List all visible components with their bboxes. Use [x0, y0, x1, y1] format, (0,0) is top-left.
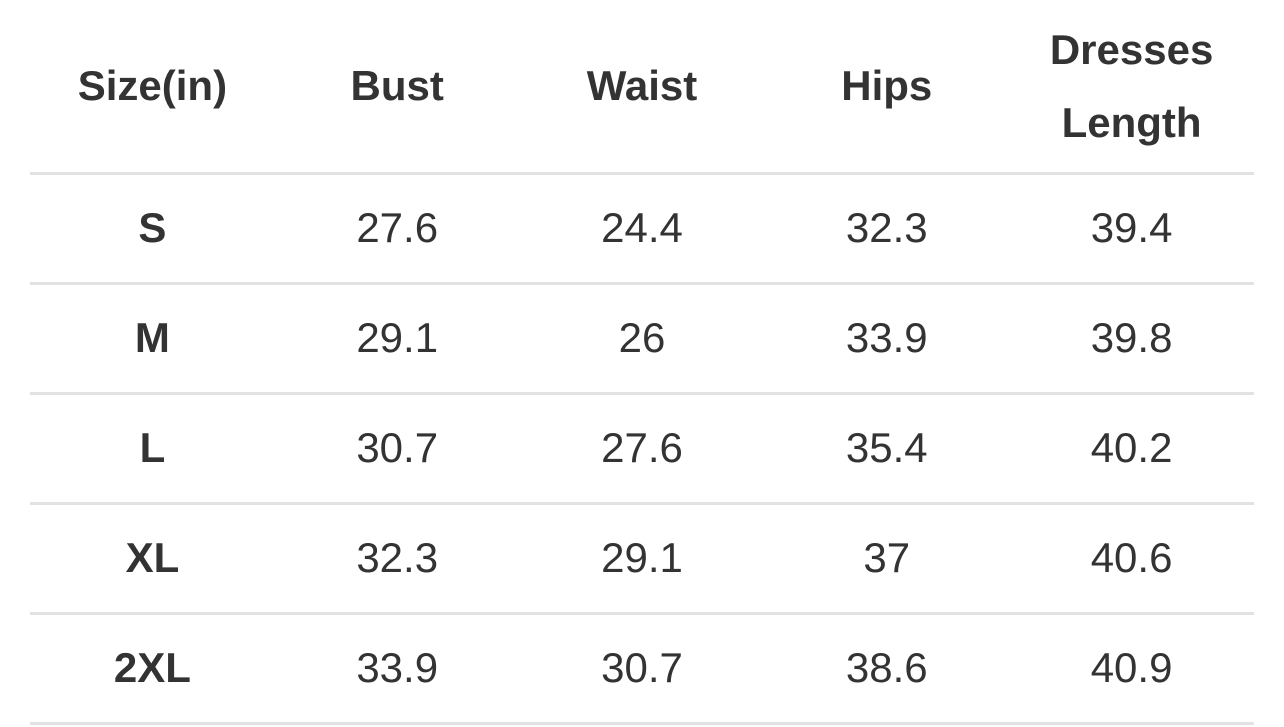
measurement-dresses-length: 39.8: [1090, 314, 1173, 362]
size-chart-header-row: Size(in) Bust Waist Hips Dresses Length: [30, 0, 1254, 172]
size-chart-table: Size(in) Bust Waist Hips Dresses Length …: [30, 0, 1254, 725]
measurement-waist: 29.1: [601, 534, 683, 582]
measurement-hips: 35.4: [845, 424, 928, 472]
column-header-size: Size(in): [77, 62, 228, 110]
column-header-dresses-length: Dresses Length: [1049, 25, 1214, 147]
measurement-hips: 32.3: [845, 204, 928, 252]
column-header-waist: Waist: [586, 62, 698, 110]
size-label: S: [138, 204, 167, 252]
column-header-bust: Bust: [350, 62, 444, 110]
table-row-l: L 30.7 27.6 35.4 40.2: [30, 392, 1254, 502]
measurement-waist: 30.7: [601, 644, 683, 692]
measurement-bust: 27.6: [356, 204, 439, 252]
measurement-hips: 37: [863, 534, 911, 582]
column-header-hips: Hips: [841, 62, 933, 110]
table-row-2xl: 2XL 33.9 30.7 38.6 40.9: [30, 612, 1254, 722]
measurement-waist: 24.4: [601, 204, 683, 252]
measurement-hips: 33.9: [845, 314, 928, 362]
measurement-bust: 30.7: [356, 424, 439, 472]
measurement-waist: 27.6: [601, 424, 683, 472]
measurement-dresses-length: 40.2: [1090, 424, 1173, 472]
measurement-bust: 29.1: [356, 314, 439, 362]
measurement-hips: 38.6: [845, 644, 928, 692]
measurement-waist: 26: [618, 314, 666, 362]
table-row-m: M 29.1 26 33.9 39.8: [30, 282, 1254, 392]
measurement-bust: 32.3: [356, 534, 439, 582]
size-label: L: [139, 424, 166, 472]
measurement-dresses-length: 40.6: [1090, 534, 1173, 582]
measurement-bust: 33.9: [356, 644, 439, 692]
size-label: XL: [125, 534, 180, 582]
size-label: M: [134, 314, 170, 362]
table-row-s: S 27.6 24.4 32.3 39.4: [30, 172, 1254, 282]
measurement-dresses-length: 40.9: [1090, 644, 1173, 692]
measurement-dresses-length: 39.4: [1090, 204, 1173, 252]
size-label: 2XL: [113, 644, 191, 692]
table-row-xl: XL 32.3 29.1 37 40.6: [30, 502, 1254, 612]
